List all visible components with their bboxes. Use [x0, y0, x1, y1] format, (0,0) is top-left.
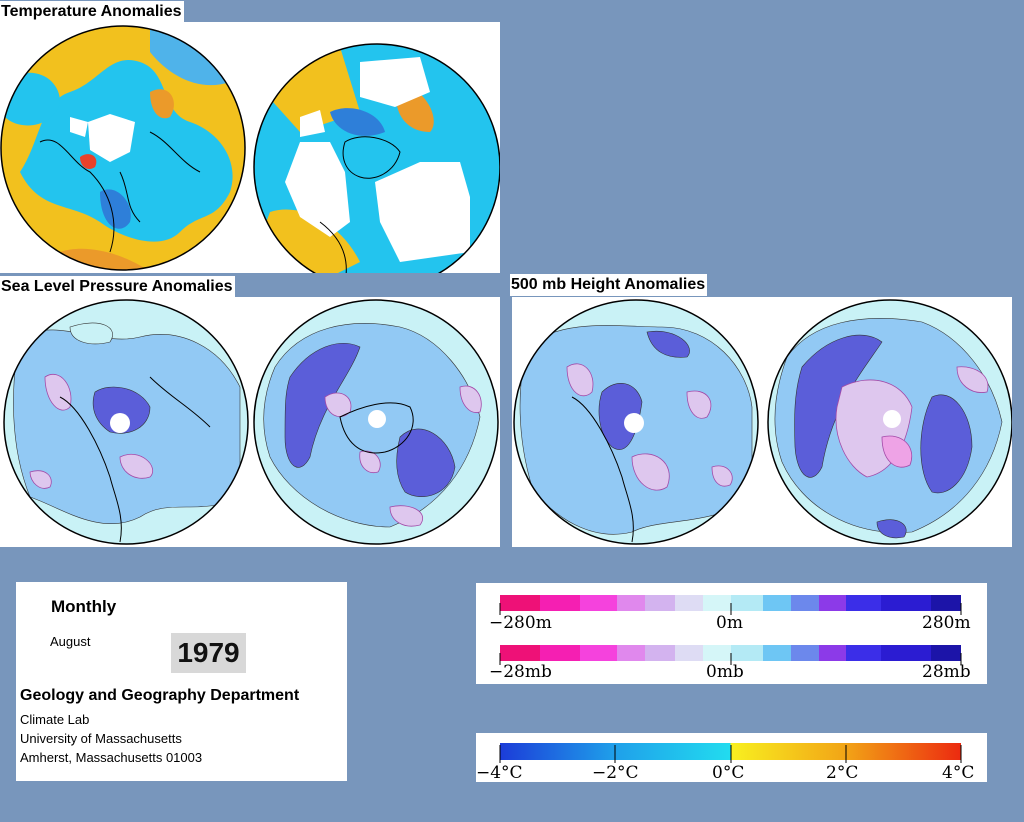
temperature-colorbar: −4°C −2°C 0°C 2°C 4°C: [476, 743, 974, 783]
pressure-max-label: 28mb: [922, 662, 971, 682]
temperature-maps: [0, 25, 500, 273]
height-colorbar: −280m 0m 280m: [489, 595, 971, 633]
temp-tick-label: −4°C: [476, 763, 523, 782]
slp-title: Sea Level Pressure Anomalies: [0, 276, 235, 298]
info-panel: Monthly August 1979 Geology and Geograph…: [16, 582, 347, 781]
temp-south-hemisphere-map: [254, 44, 500, 273]
address-line-3: Amherst, Massachusetts 01003: [20, 750, 203, 765]
height500-title: 500 mb Height Anomalies: [510, 274, 708, 296]
address-line-1: Climate Lab: [20, 712, 90, 727]
pressure-colorbar: −28mb 0mb 28mb: [489, 645, 971, 682]
period-label: Monthly: [51, 597, 117, 616]
slp-south-hemisphere-map: [254, 300, 498, 544]
height-mid-label: 0m: [716, 613, 743, 633]
height500-north-hemisphere-map: [514, 300, 758, 544]
month-label: August: [50, 634, 91, 649]
slp-north-hemisphere-map: [4, 300, 248, 544]
slp-maps: [3, 299, 499, 545]
temp-tick-label: 4°C: [942, 763, 974, 782]
pressure-min-label: −28mb: [489, 662, 552, 682]
height-pressure-legend: −280m 0m 280m −28mb 0mb 28mb: [476, 583, 987, 684]
temperature-legend: −4°C −2°C 0°C 2°C 4°C: [476, 733, 987, 783]
department-label: Geology and Geography Department: [20, 687, 300, 704]
temperature-title: Temperature Anomalies: [0, 1, 184, 23]
height-max-label: 280m: [922, 613, 971, 633]
temp-tick-label: 2°C: [826, 763, 858, 782]
year-label: 1979: [177, 637, 240, 668]
year-box: 1979: [171, 633, 246, 673]
temp-tick-label: −2°C: [592, 763, 639, 782]
address-line-2: University of Massachusetts: [20, 731, 182, 746]
height-pressure-legend-svg: −280m 0m 280m −28mb 0mb 28mb: [489, 595, 971, 682]
height-min-label: −280m: [489, 613, 552, 633]
pressure-mid-label: 0mb: [706, 662, 744, 682]
height500-maps: [513, 299, 1012, 545]
temp-tick-label: 0°C: [712, 763, 744, 782]
height500-south-hemisphere-map: [768, 300, 1012, 544]
temp-north-hemisphere-map: [1, 26, 245, 270]
